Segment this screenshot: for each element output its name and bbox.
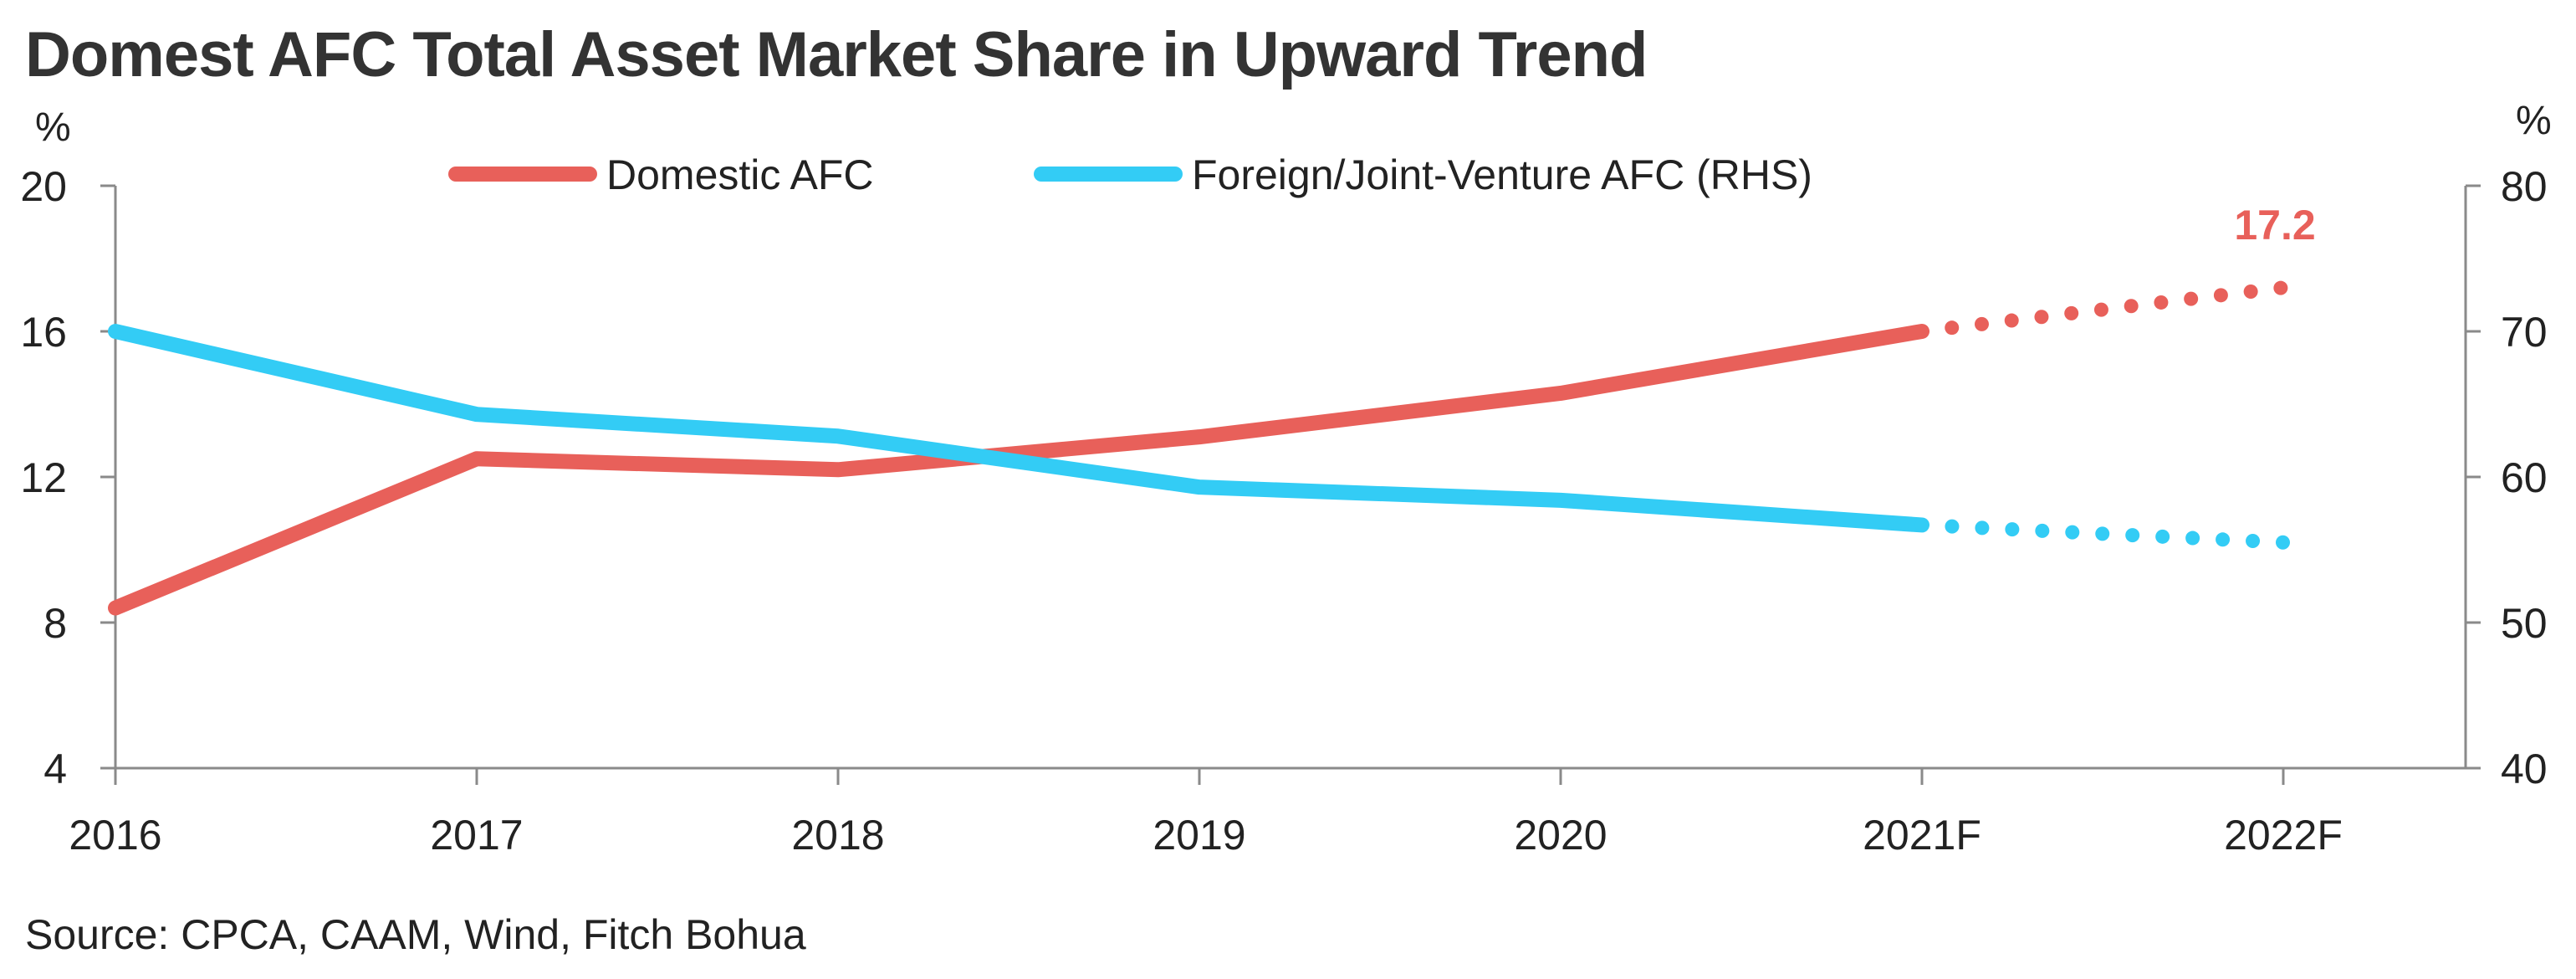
data-labels: 17.2 (2234, 202, 2315, 249)
left-axis-tick-label: 12 (20, 454, 67, 501)
left-axis-tick-label: 20 (20, 163, 67, 210)
right-axis-tick-label: 80 (2501, 163, 2548, 210)
axes-group: 4 8 12 16 20% 40 50 60 70 80% 2016 2017 2018 2019 2020… (20, 99, 2551, 859)
x-axis-tick-label: 2019 (1153, 812, 1245, 859)
right-axis-tick-label: 40 (2501, 746, 2548, 792)
x-axis-tick-label: 2020 (1514, 812, 1607, 859)
right-axis-tick-label: 70 (2501, 309, 2548, 356)
series-forecast-foreign-jv-afc (1914, 517, 2291, 550)
legend-label: Foreign/Joint-Venture AFC (RHS) (1192, 151, 1812, 198)
right-axis-tick-label: 60 (2501, 454, 2548, 501)
left-axis-tick-label: 8 (43, 600, 67, 647)
data-label: 17.2 (2234, 202, 2315, 249)
legend: Domestic AFC Foreign/Joint-Venture AFC (R… (448, 151, 1812, 198)
series-forecast-domestic-afc (1914, 280, 2291, 339)
x-axis-tick-label: 2017 (430, 812, 523, 859)
series-line-foreign-jv-afc (108, 324, 1929, 533)
left-axis-tick-label: 16 (20, 309, 67, 356)
left-axis-tick-label: 4 (43, 746, 67, 792)
series-group (108, 280, 2291, 616)
legend-label: Domestic AFC (606, 151, 874, 198)
left-axis-unit: % (35, 105, 71, 150)
source-note: Source: CPCA, CAAM, Wind, Fitch Bohua (25, 911, 806, 958)
x-axis-tick-label: 2018 (791, 812, 884, 859)
right-axis-unit: % (2516, 99, 2552, 143)
x-axis-tick-label: 2021F (1863, 812, 1981, 859)
right-axis-tick-label: 50 (2501, 600, 2548, 647)
x-axis-tick-label: 2016 (69, 812, 161, 859)
x-axis-tick-label: 2022F (2224, 812, 2343, 859)
chart-title: Domest AFC Total Asset Market Share in U… (25, 19, 1648, 90)
series-line-domestic-afc (108, 324, 1929, 616)
